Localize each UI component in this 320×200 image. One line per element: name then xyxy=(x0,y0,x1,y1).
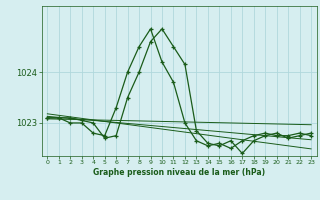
X-axis label: Graphe pression niveau de la mer (hPa): Graphe pression niveau de la mer (hPa) xyxy=(93,168,265,177)
